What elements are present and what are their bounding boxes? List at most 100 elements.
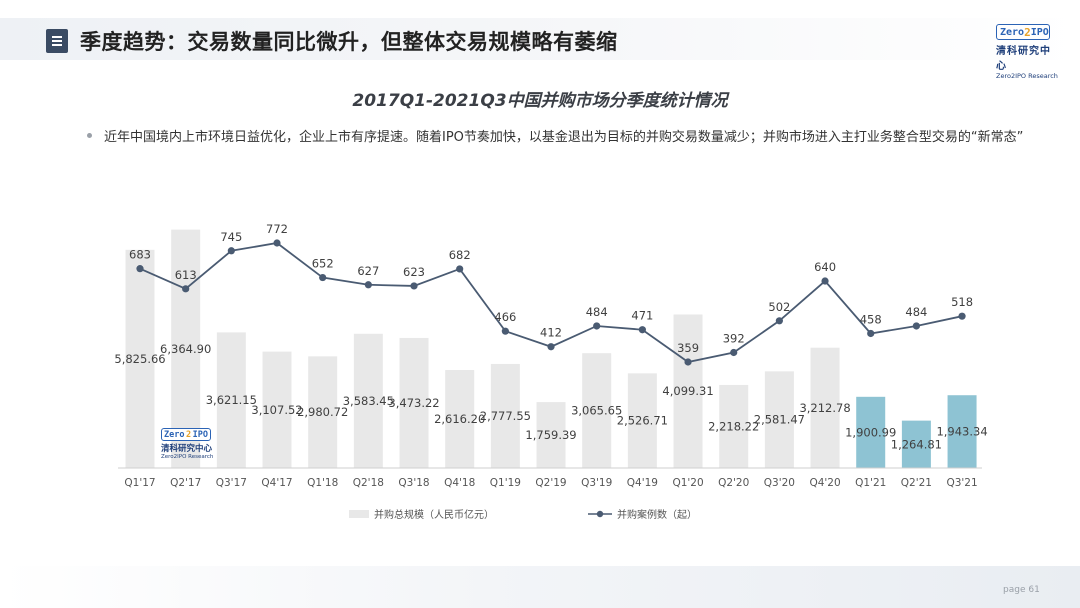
x-tick-label-1: Q2'17 [170,477,201,489]
bar-16 [856,396,886,468]
x-tick-label-4: Q1'18 [307,477,338,489]
footer-band [0,566,1080,608]
bar-12 [673,314,703,468]
bar-4 [308,356,338,468]
watermark-cn: 清科研究中心 [161,444,213,454]
page-label: page [1003,585,1026,595]
bar-10 [582,353,612,468]
line-value-label-1: 613 [175,268,197,282]
bar-value-label-2: 3,621.15 [206,393,257,407]
line-value-label-14: 502 [768,300,790,314]
line-point-9 [547,343,555,351]
line-point-17 [912,322,920,330]
x-tick-label-15: Q4'20 [809,477,840,489]
bar-value-label-7: 2,616.20 [434,412,485,426]
line-point-5 [364,281,372,289]
x-tick-label-14: Q3'20 [764,477,795,489]
line-point-16 [867,329,875,338]
bullet-text: 近年中国境内上市环境日益优化，企业上市有序提速。随着IPO节奏加快，以基金退出为… [104,130,1024,145]
legend-line-marker [596,510,604,518]
line-point-4 [319,273,327,282]
bar-value-label-17: 1,264.81 [891,437,942,451]
line-value-label-8: 466 [494,310,516,324]
watermark-mark-left: Zero [164,429,185,440]
line-value-label-12: 359 [677,341,699,355]
x-tick-label-3: Q4'17 [261,477,292,489]
logo-mark-right: IPO [1030,26,1049,38]
zero2ipo-logo: Zero 2 IPO 清科研究中心 Zero2IPO Research [996,24,1060,80]
bar-value-label-0: 5,825.66 [114,352,165,366]
bar-value-label-8: 2,777.55 [480,409,531,423]
page-title: 季度趋势：交易数量同比微升，但整体交易规模略有萎缩 [80,30,618,54]
x-tick-label-2: Q3'17 [216,477,247,489]
legend-line-label: 并购案例数（起） [617,508,697,521]
line-value-label-5: 627 [357,264,379,278]
line-point-13 [730,348,738,357]
logo-en: Zero2IPO Research [996,72,1058,80]
x-tick-label-6: Q3'18 [398,477,429,489]
x-tick-label-12: Q1'20 [672,477,703,489]
line-point-2 [227,247,235,255]
bar-value-label-12: 4,099.31 [662,384,713,398]
header-bar [0,18,1080,60]
bar-value-label-5: 3,583.45 [343,394,394,408]
line-point-7 [456,265,464,273]
logo-swoosh-icon: 2 [1024,25,1031,39]
x-tick-label-8: Q1'19 [490,477,521,489]
line-point-11 [638,326,646,334]
bar-17 [901,420,931,468]
bar-7 [445,370,475,468]
line-point-8 [501,327,509,335]
watermark-logo: Zero 2 IPO 清科研究中心 Zero2IPO Research [161,428,217,460]
watermark-mark-right: IPO [192,429,208,440]
watermark-mark: Zero 2 IPO [161,428,211,441]
bar-value-label-13: 2,218.22 [708,419,759,433]
line-value-label-9: 412 [540,326,562,340]
x-tick-label-17: Q2'21 [901,477,932,489]
bar-value-label-16: 1,900.99 [845,425,896,439]
page-number-value: 61 [1028,585,1040,595]
line-point-1 [182,285,190,293]
bar-value-label-11: 2,526.71 [617,414,668,428]
x-tick-label-0: Q1'17 [124,477,155,489]
bar-value-label-4: 2,980.72 [297,405,348,419]
x-tick-label-13: Q2'20 [718,477,749,489]
bar-2 [216,332,246,468]
line-point-3 [273,239,281,247]
x-tick-label-10: Q3'19 [581,477,612,489]
legend-bar-label: 并购总规模（人民币亿元） [374,508,494,521]
bar-value-label-14: 2,581.47 [754,413,805,427]
line-value-label-3: 772 [266,222,288,236]
page-number: page 61 [1003,585,1040,595]
menu-icon[interactable] [46,29,68,53]
bullet-dot [87,133,92,138]
line-point-6 [410,282,418,290]
logo-mark: Zero 2 IPO [996,24,1050,40]
line-value-label-4: 652 [312,257,334,271]
line-value-label-13: 392 [723,331,745,345]
bar-8 [490,363,520,468]
line-value-label-15: 640 [814,260,836,274]
line-value-label-6: 623 [403,265,425,279]
bar-13 [719,384,749,468]
bar-0 [125,249,155,468]
watermark-swoosh-icon: 2 [186,429,192,440]
line-point-15 [821,277,829,285]
bar-value-label-9: 1,759.39 [525,428,576,442]
bar-value-label-10: 3,065.65 [571,404,622,418]
x-tick-label-9: Q2'19 [535,477,566,489]
bar-value-label-15: 3,212.78 [799,401,850,415]
watermark-en: Zero2IPO Research [161,454,214,460]
x-tick-label-16: Q1'21 [855,477,886,489]
bar-value-label-6: 3,473.22 [388,396,439,410]
x-tick-label-5: Q2'18 [353,477,384,489]
logo-mark-left: Zero [1000,26,1025,38]
logo-cn: 清科研究中心 [996,46,1051,72]
bar-value-label-18: 1,943.34 [936,425,987,439]
x-tick-label-11: Q4'19 [627,477,658,489]
line-point-14 [775,317,783,325]
bar-14 [764,371,794,468]
line-point-0 [136,265,144,273]
legend-bar-swatch [349,510,369,518]
line-value-label-7: 682 [449,248,471,262]
